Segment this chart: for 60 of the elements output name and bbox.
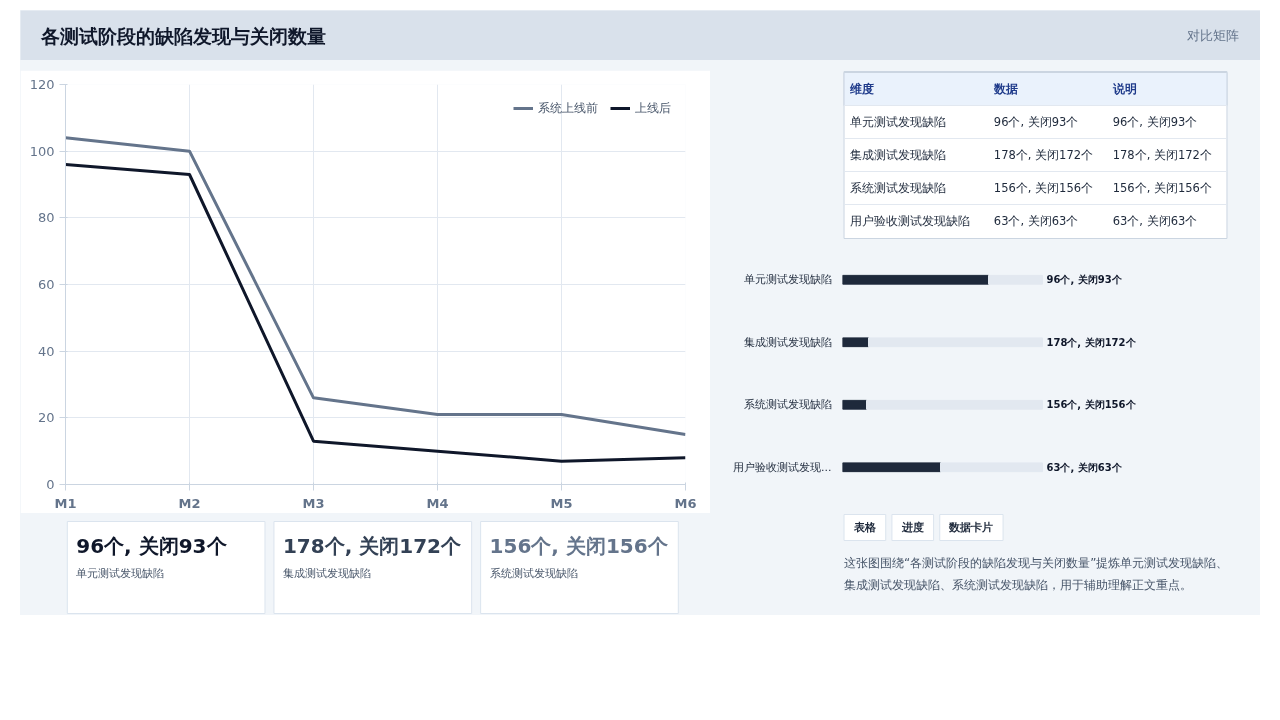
text: 这张图围绕“各测试阶段的缺陷发现与关闭数量”提炼单元测试发现缺陷、集成测试发现缺陷、系统测试发现缺陷，用于辅助理解正文重点。 xyxy=(844,555,1229,592)
text: 96个, 关闭93个 xyxy=(993,115,1079,129)
legend-label: 系统上线前 xyxy=(538,99,598,117)
y-tick-label: 用户验收测试发现... xyxy=(733,460,832,474)
text: 数据卡片 xyxy=(948,521,994,534)
y-tick-label: 100 xyxy=(29,143,55,159)
bar xyxy=(842,274,989,285)
bar xyxy=(940,462,1043,473)
text: 96个, 关闭93个 xyxy=(1112,115,1198,129)
bar xyxy=(866,399,1043,410)
text: 进度 xyxy=(900,521,924,534)
text: 维度 xyxy=(849,82,875,96)
y-tick-label: 0 xyxy=(46,477,55,492)
text: 156个, 关闭156个 xyxy=(993,181,1094,195)
bar xyxy=(842,337,869,348)
text: 156个, 关闭156个 xyxy=(1046,399,1137,411)
text: 63个, 关闭63个 xyxy=(993,214,1079,228)
text: 156个, 关闭156个 xyxy=(1112,181,1212,195)
text: 各测试阶段的缺陷发现与关闭数量 xyxy=(39,24,326,47)
y-tick-label: 系统测试发现缺陷 xyxy=(743,398,832,412)
bar xyxy=(842,462,941,473)
text: 表格 xyxy=(852,521,877,534)
text: 96个, 关闭93个 xyxy=(76,533,227,558)
legend-label: 上线后 xyxy=(635,99,671,117)
text: 说明 xyxy=(1111,82,1137,96)
text: 单元测试发现缺陷 xyxy=(850,115,947,129)
text: 数据 xyxy=(992,82,1018,96)
x-tick-label: M2 xyxy=(178,495,201,511)
text: 系统测试发现缺陷 xyxy=(850,181,947,195)
x-tick-label: M3 xyxy=(302,495,325,511)
y-tick-label: 40 xyxy=(37,343,55,359)
x-tick-label: M1 xyxy=(54,495,77,511)
text: 用户验收测试发现缺陷 xyxy=(850,214,971,228)
text: 63个, 关闭63个 xyxy=(1112,214,1198,228)
y-tick-label: 单元测试发现缺陷 xyxy=(743,273,832,287)
text: 单元测试发现缺陷 xyxy=(76,567,165,580)
bar xyxy=(842,399,867,410)
x-tick-label: M5 xyxy=(550,495,573,511)
text: 63个, 关闭63个 xyxy=(1046,461,1123,473)
text: 系统测试发现缺陷 xyxy=(489,567,578,580)
text: 178个, 关闭172个 xyxy=(1046,336,1137,348)
x-tick-label: M4 xyxy=(426,495,449,511)
text: 集成测试发现缺陷 xyxy=(850,148,947,162)
y-tick-label: 集成测试发现缺陷 xyxy=(743,335,832,349)
bar xyxy=(988,274,1043,285)
y-tick-label: 120 xyxy=(29,77,55,92)
text: 156个, 关闭156个 xyxy=(489,533,668,558)
text: 178个, 关闭172个 xyxy=(1112,148,1212,162)
text: 178个, 关闭172个 xyxy=(282,533,462,558)
text: 96个, 关闭93个 xyxy=(1046,274,1123,286)
bar xyxy=(868,337,1043,348)
line-series xyxy=(65,163,686,463)
x-tick-label: M6 xyxy=(674,495,697,511)
y-tick-label: 80 xyxy=(37,210,55,226)
text: 对比矩阵 xyxy=(1186,28,1239,43)
line-series xyxy=(65,136,686,436)
y-tick-label: 20 xyxy=(37,410,55,426)
text: 集成测试发现缺陷 xyxy=(282,567,371,580)
text: 178个, 关闭172个 xyxy=(993,148,1094,162)
y-tick-label: 60 xyxy=(37,277,55,292)
